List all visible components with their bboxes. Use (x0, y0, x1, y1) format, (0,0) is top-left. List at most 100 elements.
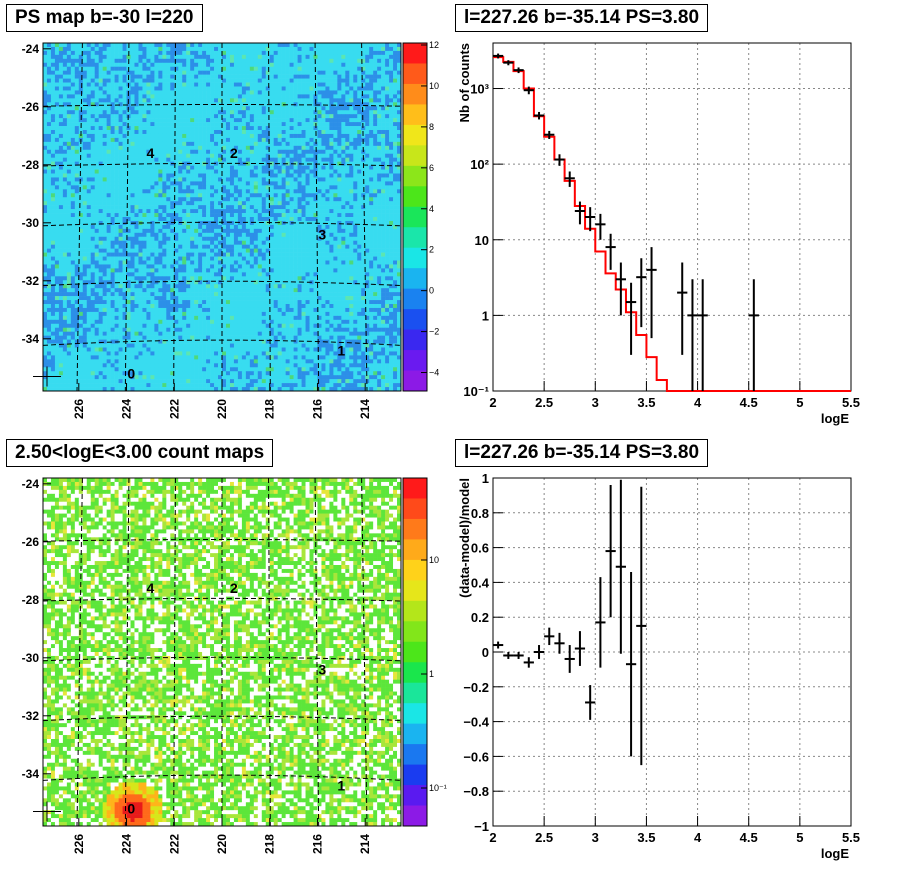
map-cell (214, 201, 219, 206)
map-cell (62, 50, 68, 56)
map-cell (222, 62, 227, 68)
map-cell (281, 189, 286, 194)
map-cell (58, 137, 64, 143)
map-cell (389, 98, 394, 103)
map-cell (349, 217, 354, 222)
map-cell (110, 70, 115, 75)
map-cell (134, 201, 139, 206)
map-cell (321, 74, 326, 79)
map-cell (62, 157, 68, 162)
map-cell (90, 46, 96, 52)
map-cell (333, 252, 338, 257)
map-cell (325, 177, 330, 182)
map-cell (321, 126, 326, 131)
map-cell (62, 78, 68, 83)
map-cell (174, 232, 179, 238)
map-cell (58, 197, 64, 202)
map-cell (377, 224, 382, 230)
map-cell (86, 197, 92, 202)
map-cell (178, 177, 183, 182)
map-cell (369, 82, 374, 87)
map-cell (190, 102, 195, 107)
map-cell (146, 248, 151, 253)
map-cell (377, 50, 382, 56)
map-cell (174, 62, 179, 68)
map-cell (194, 165, 199, 170)
map-cell (98, 248, 103, 253)
map-cell (277, 110, 282, 115)
map-cell (142, 43, 147, 48)
map-cell (62, 256, 68, 261)
map-cell (277, 78, 282, 83)
map-cell (245, 106, 251, 111)
map-cell (373, 43, 378, 48)
map-cell (385, 185, 390, 190)
map-cell (62, 98, 68, 103)
map-cell (365, 217, 370, 222)
map-cell (214, 169, 219, 174)
map-cell (233, 78, 239, 83)
map-cell (241, 248, 247, 253)
map-cell (58, 114, 64, 119)
map-cell (86, 236, 92, 242)
map-cell (281, 86, 286, 91)
map-cell (50, 173, 56, 178)
map-cell (329, 248, 334, 253)
map-cell (309, 240, 314, 245)
map-cell (385, 220, 390, 226)
map-cell (361, 66, 366, 71)
map-cell (313, 213, 318, 218)
map-cell (265, 153, 271, 158)
map-cell (174, 98, 179, 103)
map-cell (277, 82, 282, 87)
map-cell (142, 217, 147, 222)
map-cell (337, 102, 342, 107)
map-cell (341, 102, 346, 107)
map-cell (301, 62, 306, 68)
map-cell (210, 90, 215, 95)
map-cell (345, 248, 350, 253)
map-cell (281, 193, 286, 198)
map-cell (178, 50, 183, 56)
map-cell (126, 236, 131, 242)
map-cell (114, 145, 119, 151)
map-cell (74, 217, 80, 222)
map-cell (397, 232, 402, 238)
map-cell (381, 62, 386, 68)
map-cell (70, 224, 76, 230)
map-cell (293, 122, 298, 127)
map-cell (313, 153, 318, 158)
map-cell (46, 213, 52, 218)
map-cell (261, 78, 267, 83)
map-cell (98, 228, 103, 234)
map-cell (138, 181, 143, 186)
map-cell (66, 240, 72, 245)
map-cell (233, 232, 239, 238)
map-cell (245, 189, 251, 194)
map-cell (333, 224, 338, 230)
map-cell (233, 130, 239, 135)
map-cell (341, 197, 346, 202)
map-cell (389, 224, 394, 230)
map-cell (229, 130, 235, 135)
map-cell (62, 137, 68, 143)
map-cell (70, 252, 76, 257)
map-cell (138, 82, 143, 87)
map-cell (365, 185, 370, 190)
map-cell (329, 165, 334, 170)
map-cell (182, 169, 187, 174)
map-cell (241, 228, 247, 234)
map-cell (281, 244, 286, 249)
map-cell (194, 153, 199, 158)
map-cell (269, 50, 275, 56)
map-cell (86, 157, 92, 162)
map-cell (94, 90, 99, 95)
map-cell (377, 86, 382, 91)
map-cell (170, 43, 175, 48)
map-cell (74, 157, 80, 162)
map-cell (118, 141, 123, 147)
map-cell (345, 145, 350, 151)
map-cell (289, 248, 294, 253)
map-cell (54, 43, 60, 48)
map-cell (285, 157, 290, 162)
